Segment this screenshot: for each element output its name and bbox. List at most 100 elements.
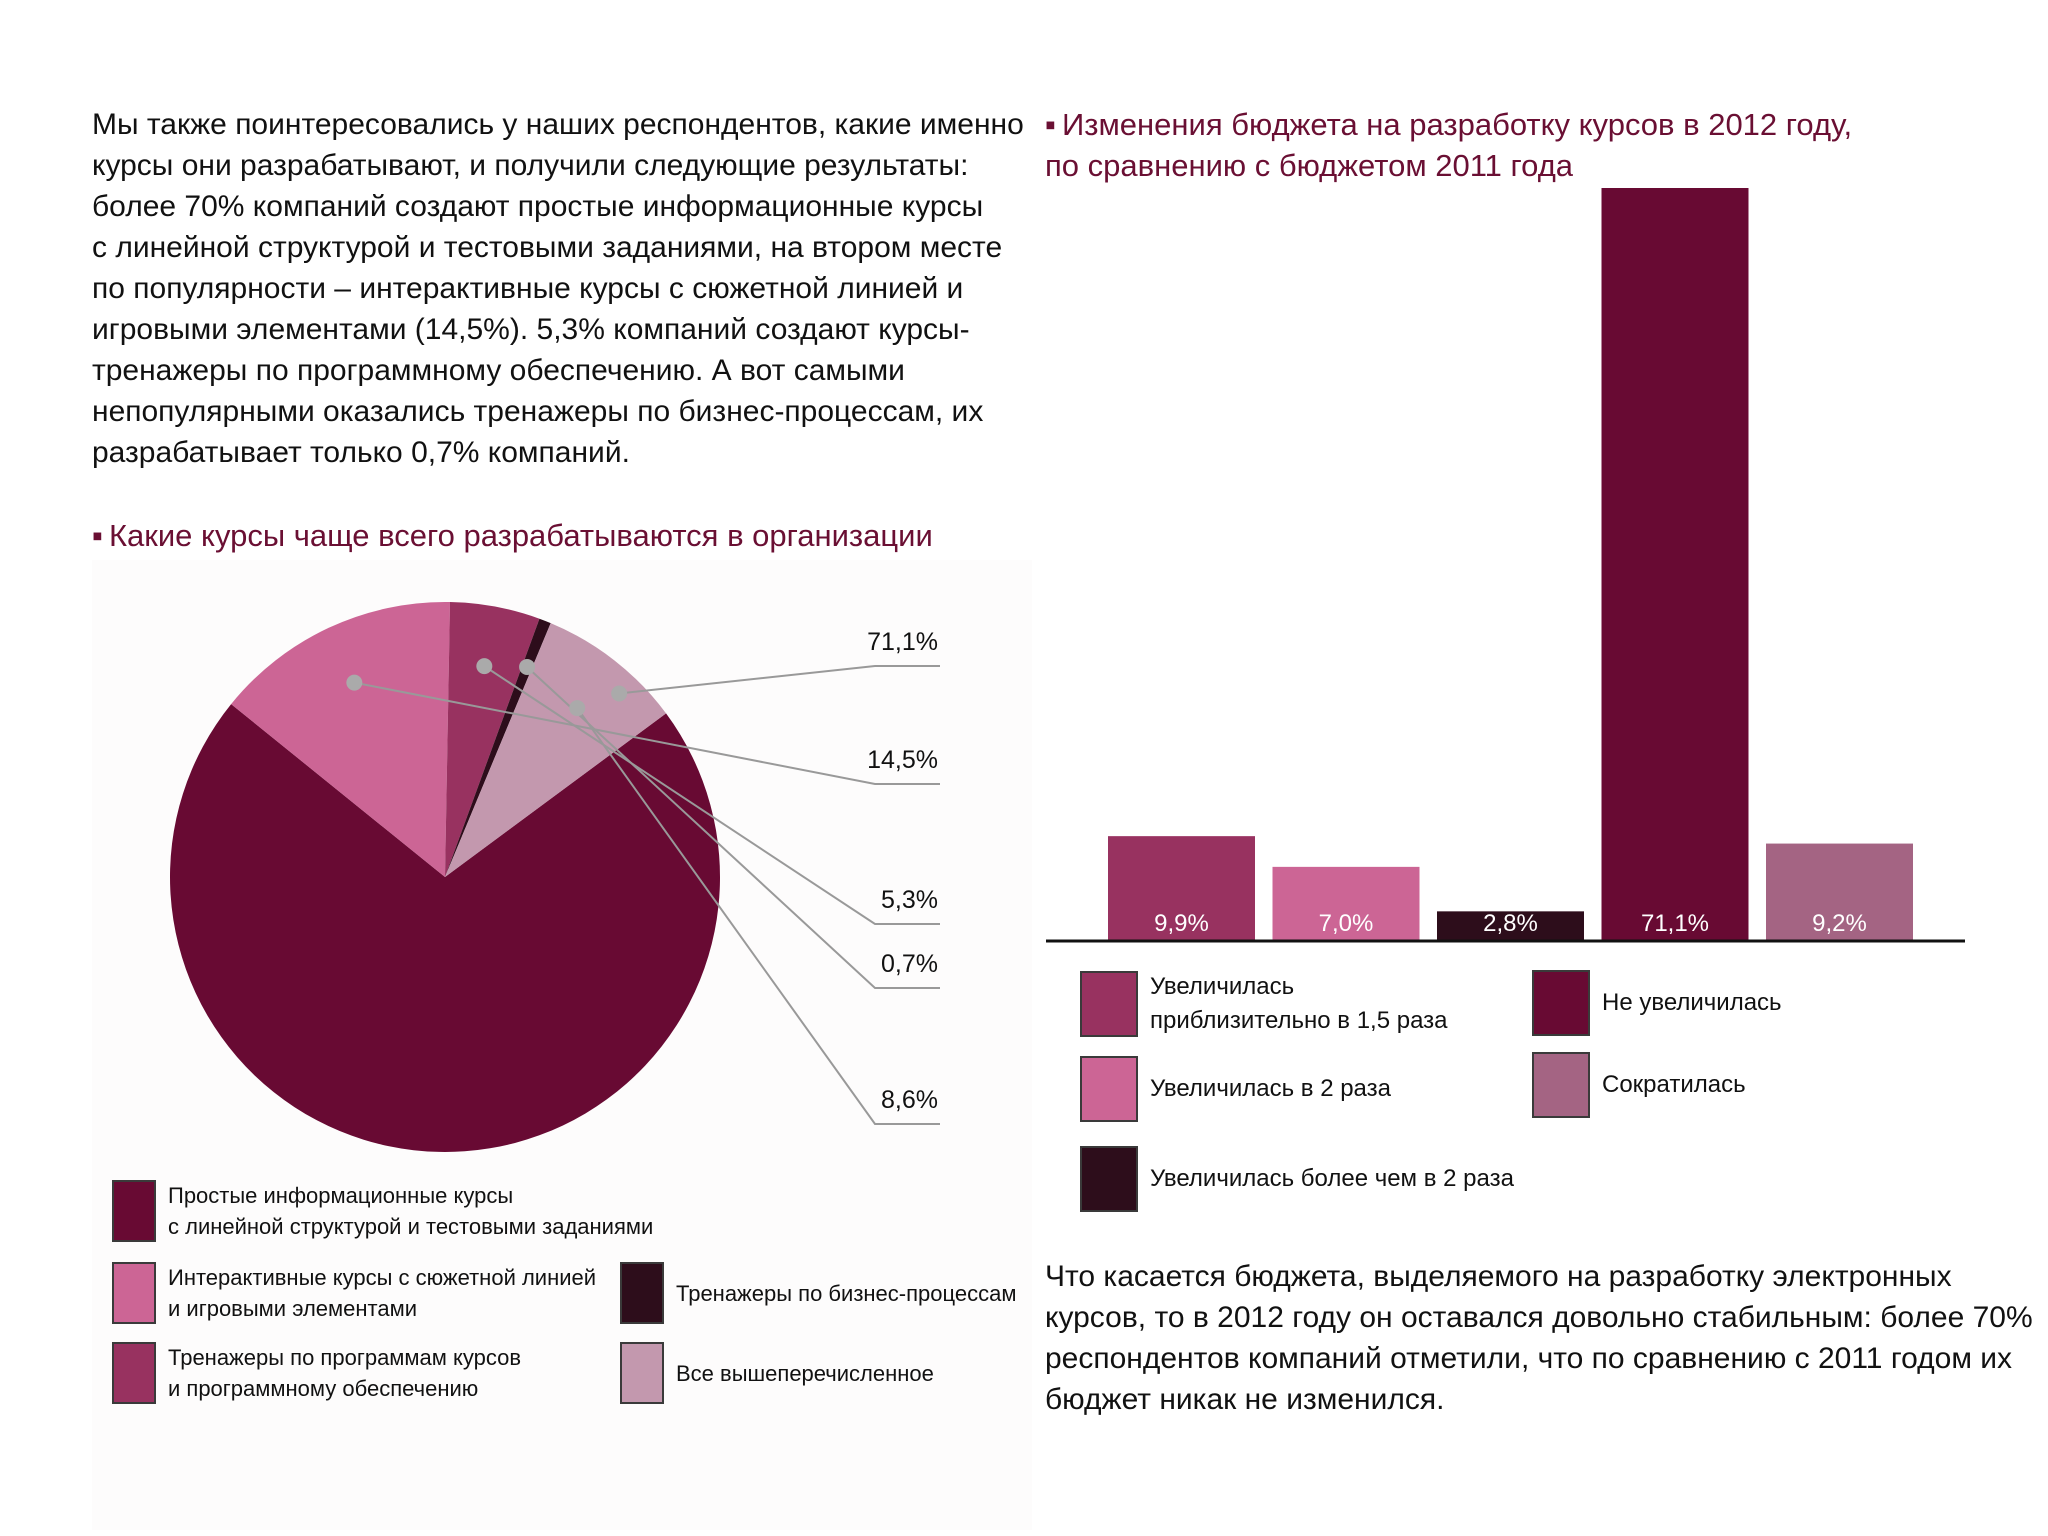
legend-label-line: Тренажеры по программам курсов <box>168 1345 522 1370</box>
pie-callout-dot <box>569 700 586 717</box>
pie-legend-item: Интерактивные курсы с сюжетной линией и … <box>112 1262 596 1324</box>
pie-legend-item: Тренажеры по бизнес-процессам <box>620 1262 1016 1324</box>
pie-legend-item: Тренажеры по программам курсов и програм… <box>112 1342 521 1404</box>
bar-value-label: 2,8% <box>1483 910 1538 937</box>
bar-value-label: 7,0% <box>1319 910 1374 937</box>
bar <box>1437 911 1584 941</box>
intro-line: разрабатывает только 0,7% компаний. <box>92 436 630 469</box>
legend-swatch <box>620 1342 664 1404</box>
pie-value-label: 71,1% <box>867 628 938 656</box>
bar-legend-item: Увеличилась в 2 раза <box>1080 1056 1391 1122</box>
pie-callout-line <box>354 681 940 785</box>
pie-slice <box>445 623 667 877</box>
legend-label-line: с линейной структурой и тестовыми задани… <box>168 1214 654 1239</box>
bar-value-label: 9,9% <box>1154 910 1209 937</box>
legend-label: Тренажеры по программам курсов и програм… <box>168 1342 521 1404</box>
conclusion-line: респондентов компаний отметили, что по с… <box>1045 1342 2013 1375</box>
bar-chart: 9,9% 7,0% 2,8% 71,1% 9,2% <box>1046 188 1965 943</box>
pie-slice <box>231 602 451 877</box>
intro-line: более 70% компаний создают простые инфор… <box>92 190 984 223</box>
bar-legend-item: Не увеличилась <box>1532 970 1782 1036</box>
legend-swatch <box>112 1262 156 1324</box>
legend-swatch <box>1532 1052 1590 1118</box>
legend-label-line: приблизительно в 1,5 раза <box>1150 1007 1448 1034</box>
legend-swatch <box>112 1180 156 1242</box>
legend-label: Сократилась <box>1602 1068 1746 1102</box>
pie-value-label: 8,6% <box>881 1086 938 1114</box>
legend-label-line: Не увеличилась <box>1602 989 1782 1016</box>
legend-label-line: Простые информационные курсы <box>168 1183 514 1208</box>
pie-chart <box>169 602 720 1152</box>
title-bullet-icon: ▪ <box>1045 107 1056 142</box>
bar <box>1108 836 1255 941</box>
legend-label: Не увеличилась <box>1602 986 1782 1020</box>
legend-label: Увеличилась в 2 раза <box>1150 1072 1391 1106</box>
legend-label: Все вышеперечисленное <box>676 1358 934 1389</box>
legend-label: Тренажеры по бизнес-процессам <box>676 1278 1016 1309</box>
pie-slice <box>169 704 720 1152</box>
pie-callout-line <box>483 665 940 925</box>
legend-swatch <box>1532 970 1590 1036</box>
pie-callouts: 71,1% 14,5% 5,3% 0,7% 8,6% <box>346 628 940 1125</box>
pie-callout-line <box>526 666 940 989</box>
pie-callout-line <box>619 665 940 695</box>
bar-chart-title-line: по сравнению с бюджетом 2011 года <box>1045 148 1574 183</box>
legend-swatch <box>1080 1146 1138 1212</box>
conclusion-line: Что касается бюджета, выделяемого на раз… <box>1045 1260 1952 1293</box>
legend-label-line: Тренажеры по бизнес-процессам <box>676 1280 1017 1306</box>
legend-swatch <box>112 1342 156 1404</box>
pie-slice <box>445 618 551 877</box>
pie-callout-dot <box>476 658 493 675</box>
pie-callout-dot <box>519 658 536 675</box>
legend-label-line: Увеличилась в 2 раза <box>1150 1075 1391 1102</box>
intro-line: тренажеры по программному обеспечению. А… <box>92 354 905 387</box>
pie-value-label: 14,5% <box>867 746 938 774</box>
intro-line: игровыми элементами (14,5%). 5,3% компан… <box>92 313 970 346</box>
intro-paragraph: Мы также поинтересовались у наших респон… <box>92 104 1024 473</box>
legend-label-line: Сократилась <box>1602 1071 1746 1098</box>
legend-label: Увеличилась приблизительно в 1,5 раза <box>1150 970 1448 1038</box>
legend-label-line: Увеличилась более чем в 2 раза <box>1150 1165 1514 1192</box>
pie-value-label: 5,3% <box>881 886 938 914</box>
pie-chart-title-text: Какие курсы чаще всего разрабатываются в… <box>109 518 933 553</box>
bar <box>1272 866 1420 941</box>
legend-label: Увеличилась более чем в 2 раза <box>1150 1162 1514 1196</box>
legend-label: Интерактивные курсы с сюжетной линией и … <box>168 1262 596 1324</box>
pie-legend-item: Простые информационные курсы с линейной … <box>112 1180 653 1242</box>
intro-line: по популярности – интерактивные курсы с … <box>92 272 964 305</box>
conclusion-line: курсов, то в 2012 году он оставался дово… <box>1045 1301 2033 1334</box>
bar-chart-title-line: Изменения бюджета на разработку курсов в… <box>1062 107 1853 142</box>
bar <box>1601 188 1749 941</box>
pie-slice <box>445 602 540 877</box>
legend-swatch <box>1080 1056 1138 1122</box>
pie-callout-dot <box>346 674 363 691</box>
legend-label: Простые информационные курсы с линейной … <box>168 1180 653 1242</box>
legend-label-line: Увеличилась <box>1150 973 1295 1000</box>
intro-line: с линейной структурой и тестовыми задани… <box>92 231 1003 264</box>
bar-chart-title: ▪ Изменения бюджета на разработку курсов … <box>1045 104 1852 186</box>
pie-legend-item: Все вышеперечисленное <box>620 1342 934 1404</box>
conclusion-paragraph: Что касается бюджета, выделяемого на раз… <box>1045 1256 2033 1420</box>
intro-line: Мы также поинтересовались у наших респон… <box>92 108 1024 141</box>
bar-value-label: 71,1% <box>1641 910 1709 937</box>
legend-label-line: Интерактивные курсы с сюжетной линией <box>168 1265 597 1290</box>
bar-value-label: 9,2% <box>1812 910 1867 937</box>
legend-label-line: и игровыми элементами <box>168 1296 418 1321</box>
legend-swatch <box>1080 971 1138 1037</box>
legend-label-line: Все вышеперечисленное <box>676 1360 934 1386</box>
intro-line: курсы они разрабатывают, и получили след… <box>92 149 969 182</box>
title-bullet-icon: ▪ <box>92 518 103 553</box>
pie-value-label: 0,7% <box>881 950 938 978</box>
bar <box>1766 843 1913 941</box>
pie-callout-dot <box>611 685 628 702</box>
bar-legend-item: Увеличилась приблизительно в 1,5 раза <box>1080 970 1448 1038</box>
conclusion-line: бюджет никак не изменился. <box>1045 1383 1445 1416</box>
pie-chart-title: ▪ Какие курсы чаще всего разрабатываются … <box>92 515 933 556</box>
bar-legend-item: Сократилась <box>1532 1052 1746 1118</box>
legend-label-line: и программному обеспечению <box>168 1376 479 1401</box>
intro-line: непопулярными оказались тренажеры по биз… <box>92 395 984 428</box>
pie-callout-line <box>576 707 940 1125</box>
legend-swatch <box>620 1262 664 1324</box>
bar-legend-item: Увеличилась более чем в 2 раза <box>1080 1146 1514 1212</box>
